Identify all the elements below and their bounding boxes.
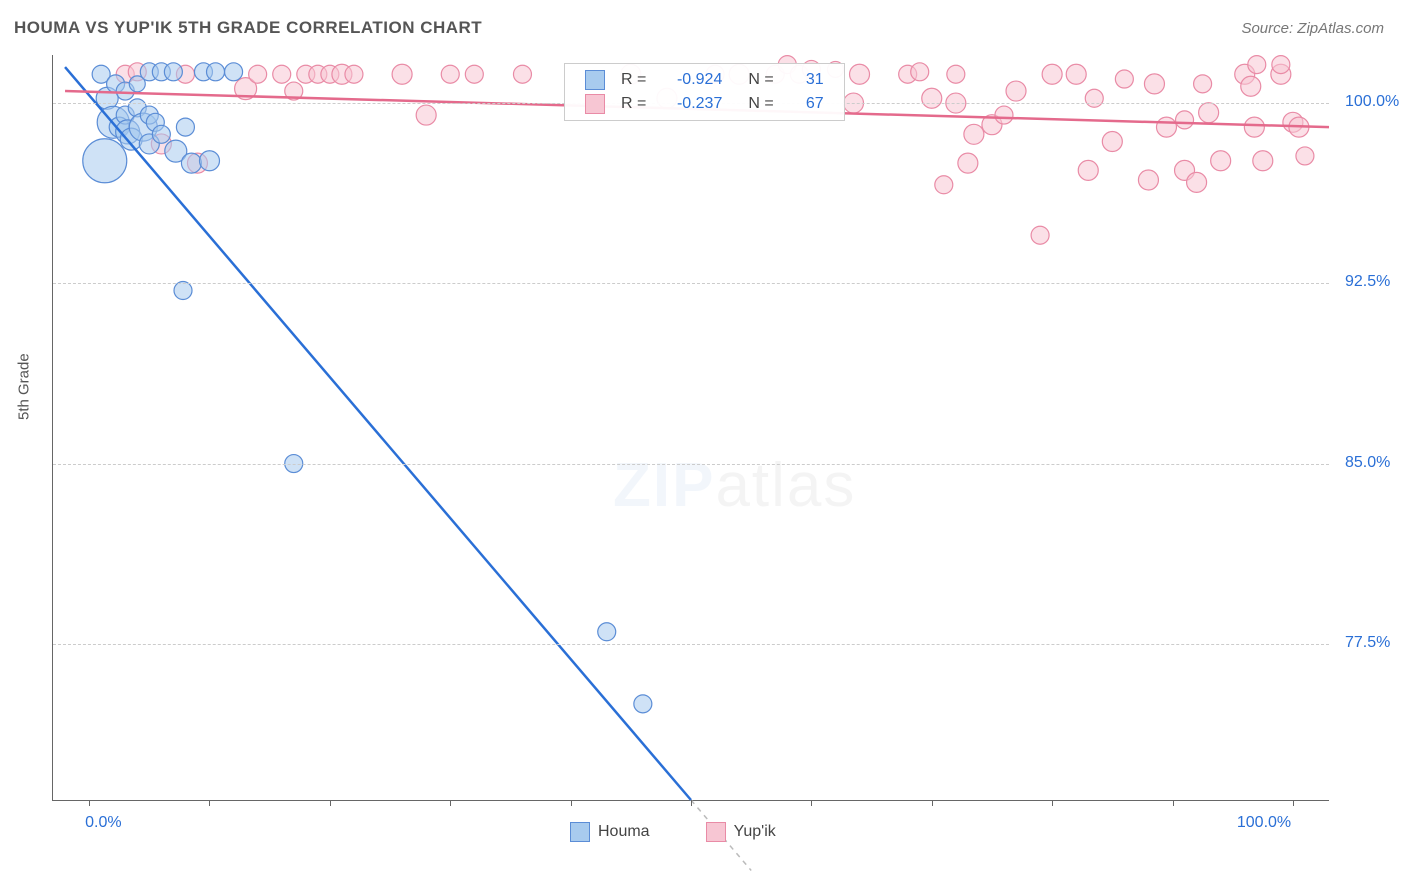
yupik-point [392,64,412,84]
correlation-legend: R =-0.924N =31R =-0.237N =67 [564,63,845,121]
y-tick-label: 100.0% [1345,93,1399,111]
yupik-point [935,176,953,194]
houma-point [176,118,194,136]
yupik-point [1138,170,1158,190]
yupik-point [1199,103,1219,123]
yupik-point [1296,147,1314,165]
houma-point [199,151,219,171]
gridline [53,644,1329,645]
yupik-point [1211,151,1231,171]
x-tick-mark [1293,800,1294,806]
x-tick-mark [1173,800,1174,806]
x-tick-mark [330,800,331,806]
x-tick-mark [1052,800,1053,806]
x-tick-label: 100.0% [1237,814,1291,832]
yupik-point [958,153,978,173]
yupik-point [1194,75,1212,93]
y-axis-label: 5th Grade [16,353,33,420]
legend-item: Yup'ik [706,823,804,840]
x-tick-mark [450,800,451,806]
legend-item: Houma [570,823,678,840]
yupik-point [273,65,291,83]
yupik-point [911,63,929,81]
chart-title: HOUMA VS YUP'IK 5TH GRADE CORRELATION CH… [14,18,482,38]
yupik-point [1272,56,1290,74]
yupik-point [922,88,942,108]
x-tick-mark [691,800,692,806]
yupik-point [249,65,267,83]
yupik-point [513,65,531,83]
yupik-point [1115,70,1133,88]
yupik-point [964,124,984,144]
source-credit: Source: ZipAtlas.com [1241,20,1384,37]
yupik-point [1176,111,1194,129]
gridline [53,283,1329,284]
yupik-point [1078,160,1098,180]
chart-svg [53,55,1329,800]
yupik-point [1241,76,1261,96]
yupik-point [1187,172,1207,192]
yupik-point [1144,74,1164,94]
yupik-point [1042,64,1062,84]
x-tick-mark [209,800,210,806]
yupik-point [345,65,363,83]
y-tick-label: 85.0% [1345,454,1390,472]
x-tick-mark [811,800,812,806]
houma-point [634,695,652,713]
houma-point [598,623,616,641]
legend-row: R =-0.924N =31 [577,68,832,92]
yupik-point [1253,151,1273,171]
plot-area: ZIPatlas 100.0%92.5%85.0%77.5%0.0%100.0% [52,55,1329,801]
yupik-point [1156,117,1176,137]
x-tick-label: 0.0% [85,814,121,832]
yupik-point [1248,56,1266,74]
houma-point [181,153,201,173]
yupik-point [416,105,436,125]
x-tick-mark [571,800,572,806]
yupik-point [1031,226,1049,244]
yupik-point [850,64,870,84]
legend-row: R =-0.237N =67 [577,92,832,116]
series-legend: Houma Yup'ik [570,822,832,842]
yupik-point [995,106,1013,124]
gridline [53,464,1329,465]
houma-point [83,139,127,183]
yupik-point [1006,81,1026,101]
houma-point [225,63,243,81]
x-tick-mark [932,800,933,806]
yupik-point [1102,132,1122,152]
houma-point [207,63,225,81]
watermark: ZIPatlas [613,450,856,521]
houma-trend [65,67,691,800]
houma-point [152,125,170,143]
yupik-point [947,65,965,83]
houma-point [164,63,182,81]
yupik-point [465,65,483,83]
y-tick-label: 92.5% [1345,273,1390,291]
x-tick-mark [89,800,90,806]
yupik-point [1085,89,1103,107]
yupik-point [1244,117,1264,137]
yupik-point [441,65,459,83]
y-tick-label: 77.5% [1345,634,1390,652]
yupik-point [1066,64,1086,84]
